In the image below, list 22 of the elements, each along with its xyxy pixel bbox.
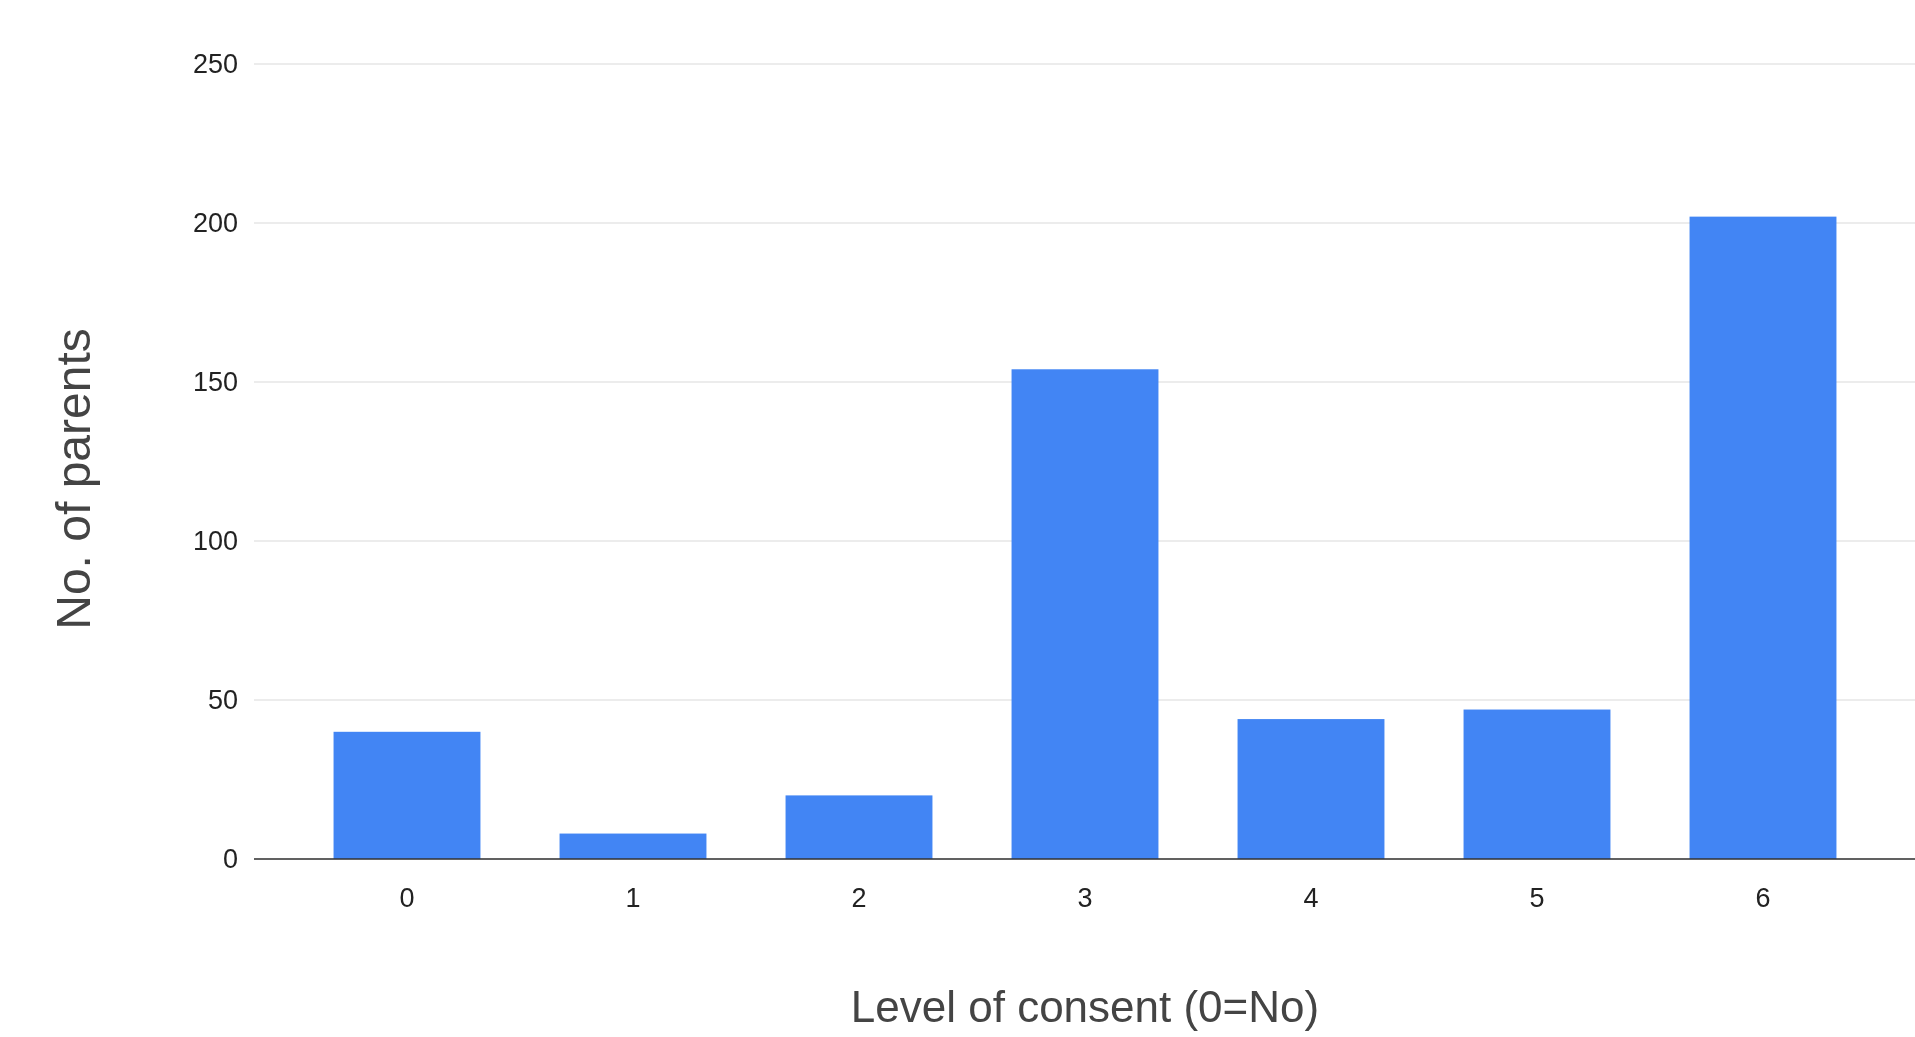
y-tick-label: 0 [222, 844, 238, 875]
bar [1237, 719, 1385, 859]
x-tick-label: 2 [851, 883, 867, 913]
x-tick-label: 0 [399, 883, 415, 913]
y-tick-label: 250 [192, 49, 238, 80]
y-axis-title: No. of parents [47, 328, 100, 630]
x-tick-label: 3 [1077, 883, 1093, 913]
x-tick-label: 1 [625, 883, 641, 913]
bar [333, 731, 481, 859]
x-axis-title: Level of consent (0=No) [850, 982, 1320, 1031]
bar [785, 795, 933, 859]
bar [1689, 216, 1837, 859]
y-tick-label: 200 [192, 208, 238, 239]
bar [1011, 369, 1159, 859]
y-tick-label: 150 [192, 367, 238, 398]
x-tick-label: 5 [1529, 883, 1545, 913]
bar [559, 833, 707, 859]
bar [1463, 709, 1611, 859]
y-tick-label: 50 [207, 685, 238, 716]
x-tick-label: 4 [1303, 883, 1319, 913]
x-tick-label: 6 [1755, 883, 1771, 913]
y-tick-label: 100 [192, 526, 238, 557]
